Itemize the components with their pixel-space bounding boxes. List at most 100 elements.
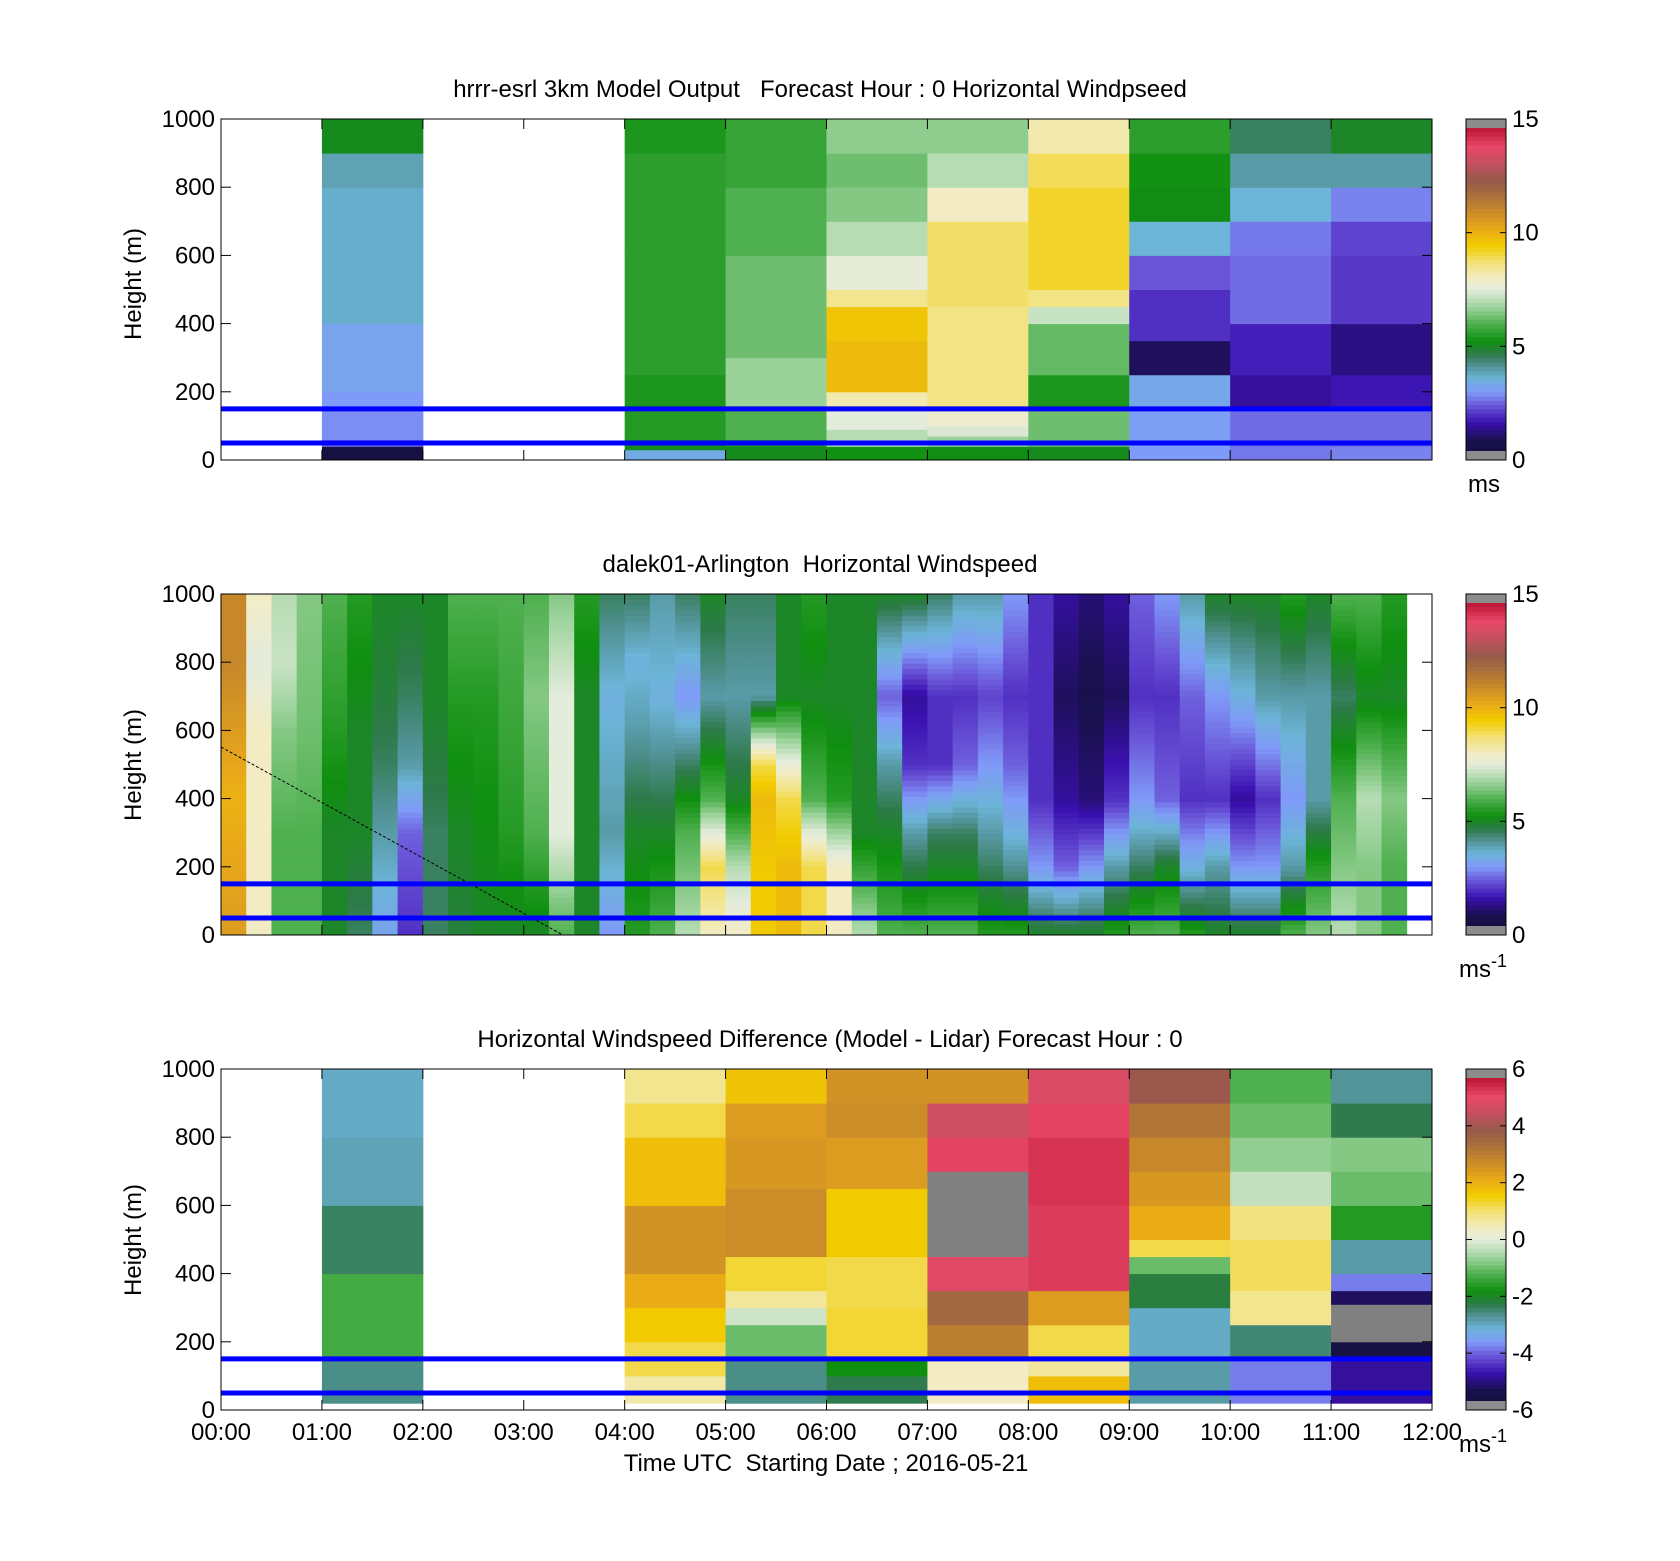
heatmap-cell-t5-r40 <box>725 716 752 723</box>
heatmap-cell-t4-r36 <box>624 737 651 744</box>
heatmap-cell-t10.25-r40 <box>1255 716 1282 723</box>
heatmap-cell-t11-r63 <box>1331 594 1357 600</box>
heatmap-cell-t11.5-r37 <box>1381 732 1408 739</box>
heatmap-cell-t10.25-r13 <box>1255 860 1282 867</box>
heatmap-cell-t11.5-r63 <box>1381 594 1408 600</box>
heatmap-cell-t9-r22 <box>1129 812 1155 819</box>
heatmap-cell-t8.25-r10 <box>1053 876 1080 883</box>
heatmap-cell-t2.25-r40 <box>448 716 474 723</box>
heatmap-cell-t8.5-r24 <box>1078 801 1105 808</box>
heatmap-cell-t9.75-r14 <box>1204 855 1231 861</box>
heatmap-cell-t10-r58 <box>1230 620 1256 627</box>
heatmap-cell-t3.25-r18 <box>548 833 575 840</box>
heatmap-cell-t0-r50 <box>221 663 247 669</box>
heatmap-cell-t5.75-r43 <box>801 700 827 707</box>
heatmap-cell-t1.5-r7 <box>372 892 399 899</box>
heatmap-cell-t4.75-r40 <box>700 716 726 723</box>
heatmap-cell-t0.25-r45 <box>246 689 272 696</box>
heatmap-cell-t4.75-r2 <box>700 919 726 925</box>
colorbar-swatch <box>1466 615 1506 621</box>
heatmap-cell-t8.5-r14 <box>1078 855 1105 861</box>
heatmap-cell-t6.5-r55 <box>876 636 903 643</box>
heatmap-cell-t4-r7 <box>624 892 651 899</box>
heatmap-cell-t4.5-r35 <box>675 743 701 749</box>
heatmap-cell-t5.5-r32 <box>776 759 802 765</box>
heatmap-cell-t0.25-r21 <box>246 817 272 824</box>
heatmap-cell-t6-r46 <box>826 684 853 691</box>
heatmap-cell-t0.5-r48 <box>271 673 298 680</box>
heatmap-cell-t3.75-r44 <box>599 695 626 701</box>
heatmap-cell-t4.75-r16 <box>700 844 726 851</box>
heatmap-cell-t2.75-r56 <box>498 631 525 638</box>
heatmap-cell-t0.5-r16 <box>271 844 298 851</box>
heatmap-cell-t3.5-r22 <box>574 812 600 819</box>
heatmap-cell-t2-r1 <box>422 924 449 931</box>
heatmap-cell-t0.75-r59 <box>296 615 323 622</box>
heatmap-cell-t5.5-r44 <box>776 695 802 701</box>
heatmap-cell-t2-r8 <box>422 887 449 893</box>
heatmap-cell-t1.75-r7 <box>397 892 424 899</box>
heatmap-cell-t9-r28 <box>1129 780 1155 787</box>
heatmap-cell-t8.5-r17 <box>1078 839 1105 845</box>
heatmap-cell-t11-r56 <box>1331 631 1357 638</box>
heatmap-cell-t7.25-r14 <box>952 855 979 861</box>
heatmap-cell-t6.5-r47 <box>876 679 903 685</box>
heatmap-cell-t0.5-r6 <box>271 897 298 904</box>
heatmap-cell-t11-r21 <box>1331 817 1357 824</box>
heatmap-cell-t6.25-r26 <box>851 791 878 797</box>
heatmap-cell-t5.75-r40 <box>801 716 827 723</box>
heatmap-cell-t2.75-r46 <box>498 684 525 691</box>
heatmap-cell-t3.5-r12 <box>574 865 600 872</box>
heatmap-cell-t10-r40 <box>1230 716 1256 723</box>
heatmap-cell-t1.5-r33 <box>372 753 399 760</box>
heatmap-cell-t8.75-r50 <box>1104 663 1130 669</box>
heatmap-cell-t9.5-r25 <box>1179 796 1206 803</box>
heatmap-cell-t0.5-r1 <box>271 924 298 931</box>
heatmap-cell-t0.75-r44 <box>296 695 323 701</box>
heatmap-cell-t8.5-r22 <box>1078 812 1105 819</box>
heatmap-cell-t8.75-r62 <box>1104 599 1130 606</box>
heatmap-cell-t11.5-r19 <box>1381 828 1408 835</box>
heatmap-cell-t4.25-r33 <box>649 753 676 760</box>
heatmap-cell-t10.25-r60 <box>1255 609 1282 616</box>
heatmap-cell-t1.75-r52 <box>397 652 424 659</box>
heatmap-cell-t10.75-r10 <box>1305 876 1332 883</box>
heatmap-cell-t8-r53 <box>1028 647 1054 654</box>
heatmap-cell-t0.25-r51 <box>246 657 272 664</box>
heatmap-cell-t9.75-r50 <box>1204 663 1231 669</box>
colorbar-swatch <box>1466 811 1506 817</box>
heatmap-cell-t5-r12 <box>725 865 752 872</box>
heatmap-cell-t4.25-r22 <box>649 812 676 819</box>
heatmap-cell-t11.5-r21 <box>1381 817 1408 824</box>
heatmap-cell-t1.5-r2 <box>372 919 399 925</box>
heatmap-cell-t8.75-r19 <box>1104 828 1130 835</box>
heatmap-cell-t9.75-r7 <box>1204 892 1231 899</box>
heatmap-cell-t0-r26 <box>221 791 247 797</box>
heatmap-cell-t2.5-r44 <box>473 695 499 701</box>
heatmap-cell-t4.5-r14 <box>675 855 701 861</box>
heatmap-cell-t4.25-r0 <box>649 929 676 935</box>
heatmap-cell-t1.5-r61 <box>372 604 399 611</box>
heatmap-cell-t8-r52 <box>1028 652 1054 659</box>
heatmap-cell-h1-b3 <box>321 391 424 410</box>
heatmap-cell-t5-r6 <box>725 897 752 904</box>
heatmap-cell-t2.5-r46 <box>473 684 499 691</box>
colorbar-swatch <box>1466 849 1506 855</box>
heatmap-cell-t7-r55 <box>927 636 954 643</box>
heatmap-cell-t4.25-r35 <box>649 743 676 749</box>
heatmap-cell-t10.75-r54 <box>1305 641 1332 648</box>
heatmap-cell-t3.25-r58 <box>548 620 575 627</box>
heatmap-cell-t4.25-r57 <box>649 625 676 632</box>
heatmap-cell-t1.5-r27 <box>372 785 399 792</box>
heatmap-cell-t6.25-r45 <box>851 689 878 696</box>
heatmap-cell-t2.75-r22 <box>498 812 525 819</box>
heatmap-cell-t8.25-r59 <box>1053 615 1080 622</box>
heatmap-cell-t7-r50 <box>927 663 954 669</box>
heatmap-cell-t3.5-r21 <box>574 817 600 824</box>
heatmap-cell-t1-r58 <box>321 620 348 627</box>
heatmap-cell-t8.5-r0 <box>1078 929 1105 935</box>
colorbar-swatch <box>1466 845 1506 851</box>
heatmap-cell-h4-b0 <box>624 1375 727 1404</box>
heatmap-cell-t6-r0 <box>826 929 853 935</box>
heatmap-cell-t3.75-r41 <box>599 711 626 717</box>
